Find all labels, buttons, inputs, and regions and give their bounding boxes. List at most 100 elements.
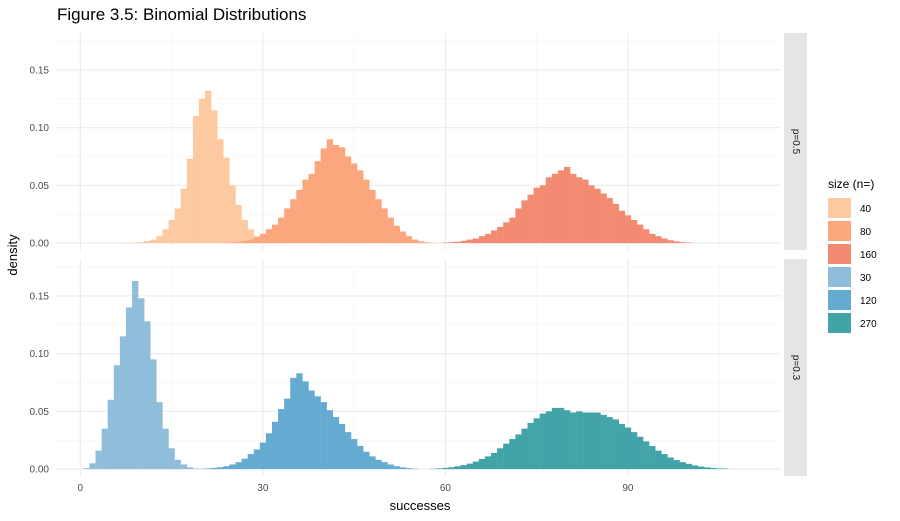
- bar: [338, 424, 346, 470]
- bar: [113, 365, 121, 470]
- bar: [247, 229, 254, 244]
- bar: [472, 461, 480, 470]
- bar: [186, 158, 194, 244]
- bar: [174, 208, 181, 244]
- bar: [497, 226, 504, 244]
- legend-label: 40: [860, 204, 872, 215]
- bar: [211, 110, 218, 244]
- legend-item-40: 40: [828, 198, 872, 218]
- bar: [582, 179, 589, 244]
- bar: [570, 412, 577, 470]
- bar: [655, 450, 662, 470]
- bar: [180, 188, 188, 244]
- bar: [716, 468, 723, 470]
- bar: [229, 464, 236, 470]
- bar: [95, 450, 102, 470]
- bar: [198, 98, 206, 244]
- chart-title: Figure 3.5: Binomial Distributions: [57, 5, 306, 24]
- bar: [612, 419, 619, 470]
- x-axis-title: successes: [390, 498, 451, 513]
- bar: [369, 456, 376, 470]
- bar: [509, 217, 516, 244]
- bar: [570, 173, 577, 244]
- bar: [460, 240, 467, 244]
- bar: [424, 242, 431, 244]
- bar: [533, 418, 540, 470]
- bar: [637, 436, 644, 470]
- bar: [600, 193, 607, 244]
- bar: [679, 462, 686, 470]
- bar: [320, 402, 327, 470]
- bar: [168, 448, 175, 470]
- bar: [405, 236, 413, 244]
- legend: size (n=) 40 80 160 30 120 270: [828, 177, 877, 333]
- bar: [710, 467, 717, 470]
- bar: [284, 398, 291, 470]
- bar: [533, 187, 540, 244]
- y-tick-label: 0.15: [30, 291, 50, 302]
- bar: [144, 240, 151, 244]
- y-tick-label: 0.10: [30, 349, 50, 360]
- y-tick-label: 0.05: [30, 407, 50, 418]
- bar: [539, 185, 546, 244]
- bar: [89, 463, 96, 470]
- bar: [259, 233, 267, 244]
- bar: [460, 465, 467, 470]
- bar: [703, 467, 711, 470]
- bar: [649, 233, 656, 244]
- bar: [515, 208, 522, 244]
- legend-label: 120: [860, 296, 877, 307]
- bar: [405, 468, 413, 470]
- bar: [606, 417, 613, 470]
- legend-title: size (n=): [828, 177, 874, 191]
- bar: [442, 242, 449, 244]
- bar: [515, 434, 522, 470]
- series-40: [125, 90, 279, 244]
- bar: [527, 422, 534, 470]
- bar: [332, 417, 340, 470]
- bar: [211, 467, 218, 470]
- bar: [235, 204, 242, 244]
- bar: [576, 411, 583, 470]
- bar: [278, 217, 285, 244]
- bar: [271, 224, 279, 244]
- bar: [119, 336, 127, 470]
- bar: [320, 148, 327, 244]
- bar: [491, 230, 498, 244]
- bar: [539, 413, 546, 470]
- bar: [192, 116, 200, 244]
- x-axis: 0 30 60 90: [78, 483, 634, 494]
- bar: [399, 467, 407, 470]
- bar: [582, 412, 589, 470]
- bar: [290, 377, 297, 470]
- bar: [503, 443, 510, 470]
- x-tick-label: 90: [622, 483, 634, 494]
- legend-label: 270: [860, 319, 877, 330]
- legend-swatch: [828, 198, 851, 218]
- y-tick-label: 0.15: [30, 65, 50, 76]
- bar: [630, 219, 638, 244]
- bar: [241, 219, 248, 244]
- bar: [387, 217, 394, 244]
- panel-p=0.5: 0.00 0.05 0.10 0.15 p=0.5: [30, 33, 807, 250]
- bar: [667, 457, 674, 470]
- bar: [509, 439, 516, 470]
- bar: [399, 231, 407, 244]
- y-tick-labels: 0.00 0.05 0.10 0.15: [30, 65, 50, 249]
- bar: [265, 433, 273, 470]
- bar: [691, 465, 699, 470]
- bar: [466, 239, 473, 244]
- bar: [351, 163, 358, 244]
- bar: [606, 198, 613, 244]
- bar: [271, 421, 279, 470]
- y-tick-label: 0.00: [30, 239, 50, 250]
- bar: [454, 241, 461, 244]
- legend-item-270: 270: [828, 313, 877, 333]
- bar: [205, 468, 212, 470]
- bar: [314, 396, 321, 470]
- legend-label: 80: [860, 227, 872, 238]
- bar: [521, 428, 528, 470]
- bar: [265, 229, 273, 244]
- bar: [484, 233, 492, 244]
- bar: [344, 432, 352, 470]
